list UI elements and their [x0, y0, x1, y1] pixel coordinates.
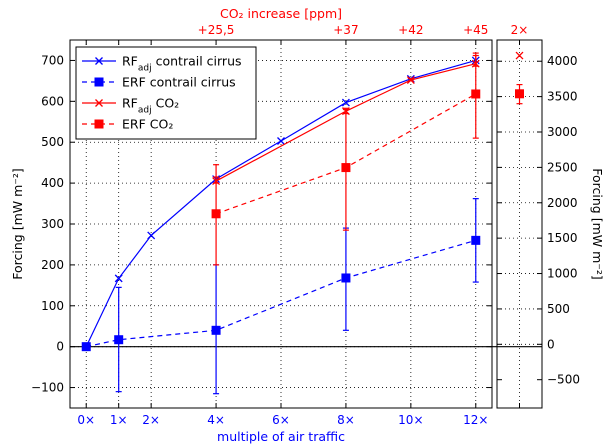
series-1-point-stroke — [147, 231, 156, 240]
right-y-tick-label: 1000 — [547, 267, 578, 281]
legend-entry: RFadj CO₂ — [122, 96, 179, 116]
right-y-tick-label: 3500 — [547, 90, 578, 104]
series-layer — [81, 52, 481, 395]
y-tick-label: 700 — [41, 53, 64, 67]
legend-box — [75, 46, 257, 140]
y-tick-label: 500 — [41, 135, 64, 149]
series-1-point — [147, 231, 156, 240]
x-tick-label: 8× — [337, 413, 355, 427]
legend-marker — [94, 119, 104, 129]
legend-marker-stroke — [95, 57, 103, 65]
series-1-point — [341, 98, 350, 107]
right-y-axis-label: Forcing [mW m⁻²] — [590, 168, 603, 279]
right-y-tick-label: −500 — [547, 373, 580, 387]
series-4-point — [341, 163, 351, 173]
top-tick-label: +25,5 — [198, 23, 235, 37]
y-tick-label: 0 — [56, 340, 64, 354]
right-point — [515, 89, 524, 99]
series-2-point — [211, 325, 221, 335]
x-tick-label: 12× — [463, 413, 488, 427]
legend-marker — [95, 57, 103, 65]
series-2-point — [81, 342, 91, 352]
x-tick-label: 1× — [110, 413, 128, 427]
legend-marker — [94, 77, 104, 87]
x-tick-label: 4× — [207, 413, 225, 427]
series-1-point-stroke — [341, 98, 350, 107]
series-1-point — [114, 274, 123, 283]
x-tick-label: 2× — [142, 413, 160, 427]
right-y-tick-label: 2000 — [547, 196, 578, 210]
series-4-point — [211, 209, 221, 219]
series-3-point-stroke — [406, 76, 415, 85]
series-3-point — [406, 76, 415, 85]
right-y-tick-label: 2500 — [547, 160, 578, 174]
y-tick-label: −100 — [31, 381, 64, 395]
series-2-point — [341, 273, 351, 283]
right-y-tick-label: 4000 — [547, 54, 578, 68]
right-panel-marks — [515, 51, 524, 105]
y-tick-label: 300 — [41, 217, 64, 231]
right-y-tick-label: 500 — [547, 302, 570, 316]
right-y-tick-label: 1500 — [547, 231, 578, 245]
top-axis-label: CO₂ increase [ppm] — [220, 6, 342, 21]
right-y-tick-label: 0 — [547, 337, 555, 351]
ticks-layer: 0× 1× 2× 4× 6× 8× 10× 12× −100 0 100 200 300 400 500 60… — [31, 23, 580, 427]
series-2-line — [86, 239, 476, 348]
right-top-tick-label: 2× — [511, 23, 529, 37]
series-2-point — [471, 235, 481, 245]
legend-marker — [95, 99, 103, 107]
series-1-point-stroke — [114, 274, 123, 283]
right-point — [515, 51, 524, 60]
x-tick-label: 6× — [272, 413, 290, 427]
right-point-stroke — [515, 51, 524, 60]
y-tick-label: 200 — [41, 258, 64, 272]
series-2-point — [114, 335, 124, 345]
top-tick-label: +45 — [463, 23, 488, 37]
series-1-line — [85, 59, 476, 347]
legend-entry: RFadj contrail cirrus — [122, 54, 242, 74]
legend-entry: ERF contrail cirrus — [122, 75, 236, 90]
legend-marker-stroke — [95, 99, 103, 107]
x-axis-label: multiple of air traffic — [217, 429, 345, 444]
series-4-point — [471, 89, 481, 99]
top-tick-label: +37 — [333, 23, 358, 37]
x-tick-label: 0× — [77, 413, 95, 427]
legend-entry: ERF CO₂ — [122, 117, 173, 132]
right-grid — [497, 40, 542, 408]
y-tick-label: 100 — [41, 299, 64, 313]
series-3-line — [215, 63, 476, 182]
top-tick-label: +42 — [398, 23, 423, 37]
series-1-point — [277, 137, 285, 145]
y-tick-label: 400 — [41, 176, 64, 190]
y-tick-label: 600 — [41, 94, 64, 108]
series-1-point-stroke — [277, 137, 285, 145]
right-y-tick-label: 3000 — [547, 125, 578, 139]
x-tick-label: 10× — [398, 413, 423, 427]
y-axis-label: Forcing [mW m⁻²] — [10, 168, 25, 279]
